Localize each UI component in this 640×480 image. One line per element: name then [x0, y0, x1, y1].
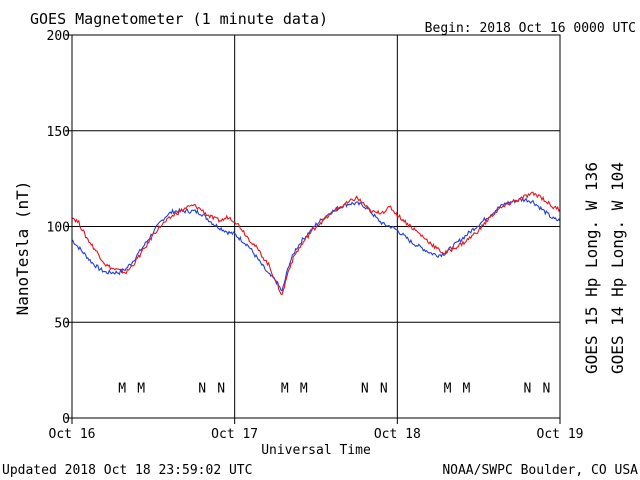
marker-N: N — [217, 381, 225, 396]
y-tick-label: 200 — [47, 29, 70, 44]
marker-M: M — [137, 381, 145, 396]
x-tick-label: Oct 16 — [49, 427, 96, 442]
y-tick-label: 0 — [62, 412, 70, 427]
marker-M: M — [300, 381, 308, 396]
marker-M: M — [281, 381, 289, 396]
y-axis-ticks: 0 50 100 150 200 — [47, 29, 72, 427]
legend-goes15: GOES 15 Hp Long. W 136 — [582, 162, 601, 374]
x-tick-label: Oct 17 — [211, 427, 258, 442]
series-line-1 — [71, 197, 561, 292]
y-tick-label: 150 — [47, 125, 70, 140]
legend-goes14: GOES 14 Hp Long. W 104 — [608, 162, 627, 374]
y-tick-label: 50 — [54, 316, 70, 331]
marker-N: N — [524, 381, 532, 396]
marker-N: N — [361, 381, 369, 396]
grid-lines — [72, 35, 560, 418]
marker-N: N — [198, 381, 206, 396]
begin-time-label: Begin: 2018 Oct 16 0000 UTC — [425, 21, 636, 36]
x-axis-label: Universal Time — [261, 443, 371, 458]
x-axis-ticks: Oct 16 Oct 17 Oct 18 Oct 19 — [49, 418, 584, 442]
series-lines — [71, 191, 561, 296]
series-line-0 — [71, 191, 561, 296]
x-tick-label: Oct 19 — [537, 427, 584, 442]
updated-timestamp: Updated 2018 Oct 18 23:59:02 UTC — [2, 463, 252, 478]
y-axis-label: NanoTesla (nT) — [13, 181, 32, 316]
marker-N: N — [380, 381, 388, 396]
credit-label: NOAA/SWPC Boulder, CO USA — [442, 463, 638, 478]
marker-N: N — [543, 381, 551, 396]
chart-title: GOES Magnetometer (1 minute data) — [30, 10, 328, 28]
marker-M: M — [118, 381, 126, 396]
marker-M: M — [444, 381, 452, 396]
marker-M: M — [463, 381, 471, 396]
y-tick-label: 100 — [47, 221, 70, 236]
x-tick-label: Oct 18 — [374, 427, 421, 442]
